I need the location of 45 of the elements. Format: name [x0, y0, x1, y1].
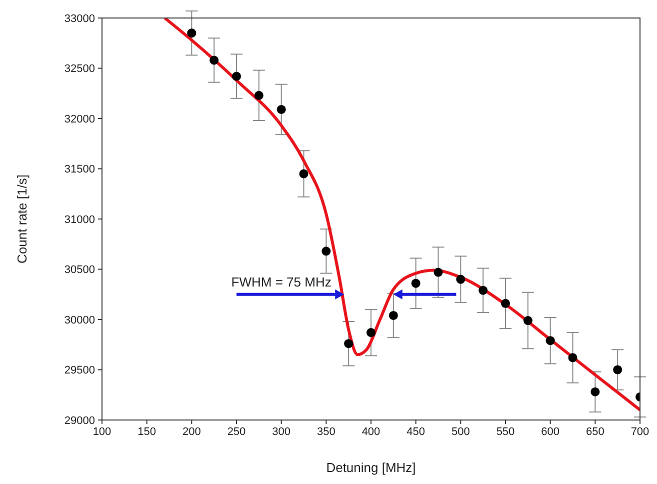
x-tick-label: 250: [227, 426, 246, 438]
point: [254, 90, 264, 100]
x-tick-label: 100: [92, 426, 112, 438]
point: [523, 316, 532, 326]
point: [546, 336, 555, 346]
point: [568, 353, 578, 362]
x-axis-title: Detuning [MHz]: [326, 460, 416, 475]
x-tick-label: 450: [406, 426, 426, 438]
point: [276, 104, 286, 114]
point: [366, 328, 376, 338]
point: [500, 298, 510, 308]
x-tick-label: 500: [451, 426, 470, 438]
point: [187, 28, 196, 38]
point: [232, 72, 242, 81]
point: [322, 246, 331, 256]
x-tick-label: 300: [272, 426, 291, 438]
annotation: FWHM = 75 MHz: [231, 274, 332, 290]
point: [411, 278, 420, 288]
point: [344, 339, 354, 348]
x-tick-label: 600: [541, 426, 560, 438]
y-tick-label: 32000: [64, 113, 95, 126]
x-tick-label: 550: [496, 426, 515, 438]
point: [434, 268, 443, 277]
y-tick-label: 32500: [64, 63, 95, 76]
point: [613, 365, 622, 374]
y-tick-label: 29500: [64, 364, 95, 377]
y-tick-label: 29000: [64, 414, 95, 427]
point: [478, 286, 488, 295]
point: [388, 310, 398, 320]
y-tick-label: 33000: [64, 12, 95, 25]
point: [299, 169, 308, 178]
y-tick-label: 31000: [64, 214, 95, 226]
x-tick-label: 700: [630, 426, 650, 438]
y-tick-label: 31500: [64, 164, 95, 176]
y-tick-label: 30000: [64, 314, 95, 326]
point: [456, 274, 466, 284]
y-tick-label: 30500: [64, 264, 95, 276]
x-tick-label: 400: [362, 426, 380, 438]
x-tick-label: 650: [586, 426, 604, 438]
point: [210, 56, 219, 65]
x-tick-label: 350: [316, 426, 336, 438]
y-axis-title: Count rate [1/s]: [14, 174, 30, 264]
x-tick-label: 150: [138, 426, 156, 438]
x-tick-label: 200: [182, 426, 201, 438]
point: [590, 387, 600, 396]
